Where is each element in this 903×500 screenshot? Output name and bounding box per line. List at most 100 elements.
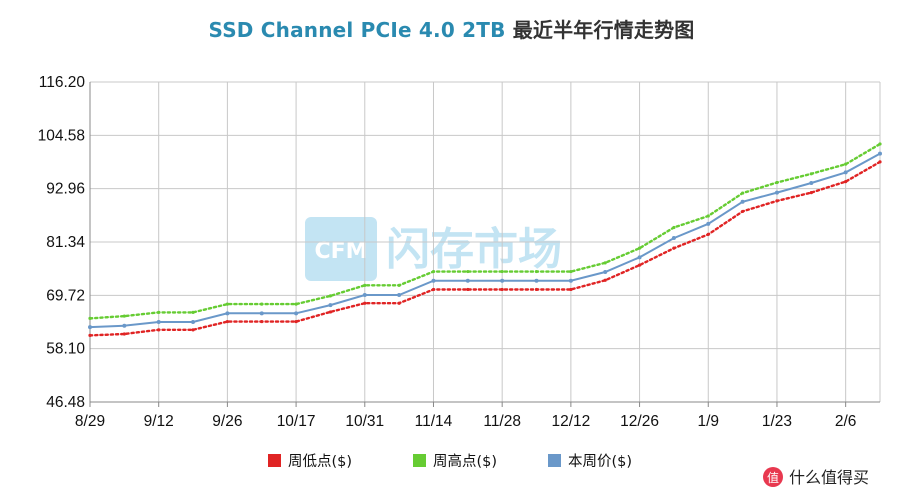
data-point <box>328 294 333 298</box>
data-point <box>603 278 607 282</box>
data-point <box>397 292 402 297</box>
data-point <box>431 287 436 292</box>
data-point <box>878 151 882 156</box>
data-point <box>328 310 333 314</box>
chart-title: SSD Channel PCIe 4.0 2TB 最近半年行情走势图 <box>0 14 903 43</box>
legend-swatch <box>413 454 426 467</box>
cfm-watermark-logo-box <box>305 217 377 281</box>
series-1 <box>88 160 882 337</box>
x-axis: 8/29 9/12 9/26 10/17 10/31 11/14 11/28 12/12 12/… <box>75 402 857 430</box>
brand-icon <box>763 467 783 487</box>
data-point <box>363 283 367 287</box>
brand-icon-glyph: 值 <box>767 470 779 485</box>
series-layer <box>88 142 882 337</box>
y-tick-label: 81.34 <box>46 234 85 251</box>
data-point <box>568 278 573 283</box>
data-point <box>500 287 504 292</box>
data-point <box>122 314 126 318</box>
data-point <box>157 310 161 315</box>
data-point <box>225 302 229 306</box>
data-point <box>775 180 779 185</box>
data-point <box>156 320 161 325</box>
data-point <box>328 303 333 308</box>
data-point <box>431 278 436 283</box>
data-point <box>878 142 882 146</box>
data-point <box>741 191 745 195</box>
data-point <box>809 180 814 185</box>
data-point <box>878 160 882 164</box>
series-3 <box>88 151 882 330</box>
grid <box>89 81 881 403</box>
chart-title-product: SSD Channel PCIe 4.0 2TB <box>208 18 506 42</box>
legend-label: 本周价($) <box>568 453 632 470</box>
cfm-watermark: CFM 闪存市场 <box>305 217 562 281</box>
data-point <box>397 301 401 305</box>
data-point <box>122 332 126 336</box>
data-point <box>740 199 745 204</box>
data-point <box>225 311 230 316</box>
legend-item-1[interactable]: 周低点($) <box>268 453 352 470</box>
brand-text: 什么值得买 <box>789 468 869 487</box>
series-line <box>88 160 882 337</box>
data-point <box>534 269 539 274</box>
cfm-watermark-logo-text: CFM <box>314 239 367 264</box>
x-tick-label: 11/28 <box>483 413 521 430</box>
data-point <box>294 302 298 306</box>
data-point <box>431 269 436 274</box>
legend-label: 周低点($) <box>288 453 352 470</box>
data-point <box>397 283 401 287</box>
data-point <box>260 319 264 324</box>
y-tick-label: 104.58 <box>38 127 85 144</box>
data-point <box>500 278 505 283</box>
data-point <box>500 269 504 274</box>
data-point <box>260 302 264 306</box>
x-tick-label: 1/9 <box>697 413 719 430</box>
x-tick-label: 10/17 <box>277 413 316 430</box>
data-point <box>191 320 196 325</box>
data-point <box>122 323 127 328</box>
series-2 <box>88 142 882 320</box>
x-tick-label: 11/14 <box>415 413 453 430</box>
legend: 周低点($) 周高点($) 本周价($) <box>268 453 632 470</box>
series-line <box>89 152 881 329</box>
x-tick-label: 9/26 <box>212 413 242 430</box>
x-tick-label: 2/6 <box>835 413 857 430</box>
data-point <box>534 278 539 283</box>
x-tick-label: 9/12 <box>144 413 174 430</box>
data-point <box>844 179 848 184</box>
x-tick-label: 1/23 <box>762 413 792 430</box>
data-point <box>191 310 195 315</box>
legend-swatch <box>548 454 561 467</box>
data-point <box>534 287 539 292</box>
legend-item-3[interactable]: 本周价($) <box>548 453 632 470</box>
data-point <box>294 319 298 324</box>
data-point <box>843 170 848 175</box>
chart-title-subtitle: 最近半年行情走势图 <box>512 18 695 42</box>
data-point <box>294 311 299 316</box>
y-tick-label: 69.72 <box>46 287 85 304</box>
data-point <box>465 278 470 283</box>
data-point <box>225 319 229 324</box>
data-point <box>671 236 676 241</box>
data-point <box>603 270 608 275</box>
x-tick-label: 10/31 <box>345 413 384 430</box>
x-tick-label: 8/29 <box>75 413 105 430</box>
data-point <box>603 261 607 265</box>
data-point <box>672 225 676 230</box>
data-point <box>706 232 710 236</box>
data-point <box>637 246 642 250</box>
data-point <box>569 269 573 274</box>
data-point <box>637 255 642 260</box>
data-point <box>809 191 813 195</box>
data-point <box>706 221 711 226</box>
x-tick-label: 12/12 <box>551 413 590 430</box>
legend-swatch <box>268 454 281 467</box>
legend-label: 周高点($) <box>433 453 497 470</box>
data-point <box>157 328 161 332</box>
data-point <box>672 246 676 250</box>
legend-item-2[interactable]: 周高点($) <box>413 453 497 470</box>
data-point <box>466 269 470 274</box>
x-tick-label: 12/26 <box>620 413 659 430</box>
series-line <box>88 142 882 320</box>
